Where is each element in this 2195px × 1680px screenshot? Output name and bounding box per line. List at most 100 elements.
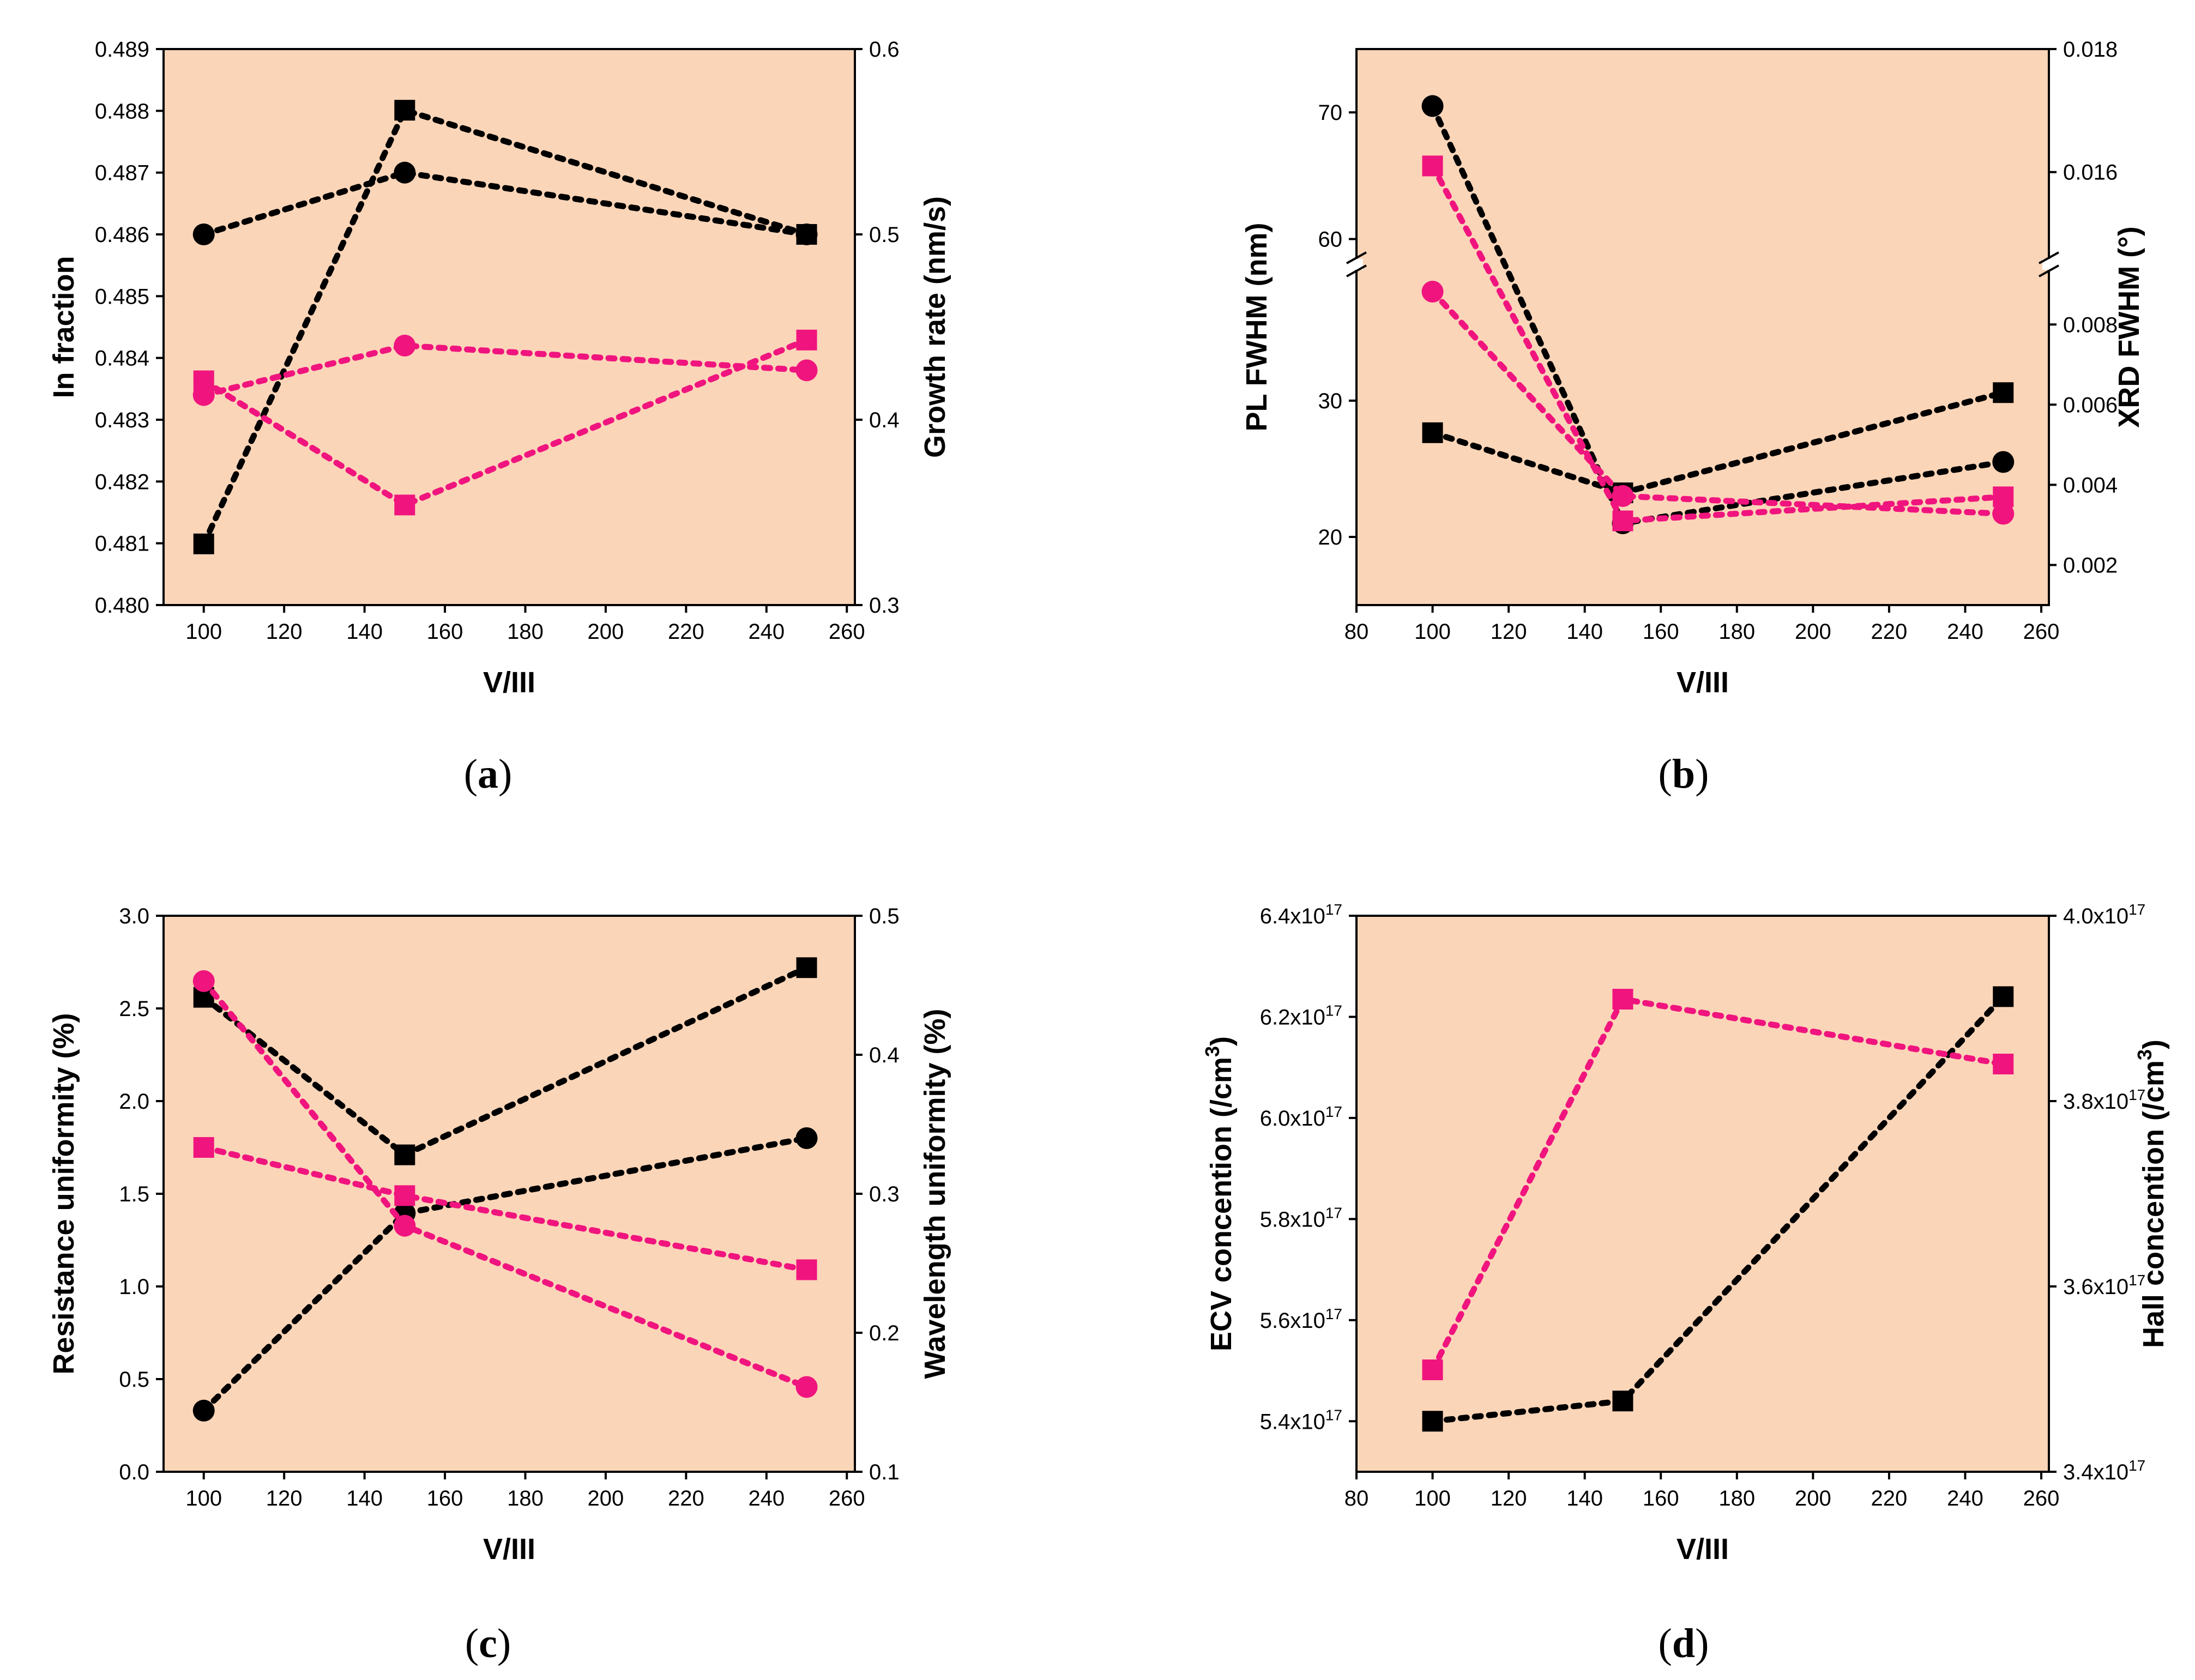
caption-letter-c: c (479, 1621, 497, 1666)
x-tick-label-d: 260 (2023, 1486, 2060, 1510)
axes-frame-a (162, 48, 856, 606)
x-tick-label-b: 140 (1566, 620, 1603, 644)
y-tick-label-right-c: 0.3 (869, 1182, 900, 1206)
y-tick-label-right-d: 4.0x1017 (2063, 901, 2145, 928)
y-axis-label-left-a: In fraction (47, 256, 80, 398)
y-tick-label-left-d: 6.0x1017 (1260, 1103, 1342, 1131)
x-tick-label-a: 120 (266, 620, 303, 644)
y-tick-label-left-b: 60 (1318, 228, 1343, 252)
series-line-a-1 (201, 106, 810, 547)
y-tick-label-right-a: 0.4 (869, 408, 900, 432)
data-point-square-d-1-2 (1993, 1054, 2014, 1074)
y-tick-label-left-a: 0.480 (95, 594, 149, 618)
x-tick-label-b: 180 (1718, 620, 1755, 644)
x-tick-label-a: 180 (507, 620, 544, 644)
data-point-square-c-2-2 (796, 1259, 817, 1280)
data-point-square-d-0-2 (1993, 986, 2014, 1007)
data-point-circle-b-0-2 (1992, 451, 2015, 473)
y-tick-label-right-c: 0.1 (869, 1460, 900, 1484)
data-point-square-b-3-1 (1612, 510, 1633, 531)
x-tick-label-d: 80 (1344, 1486, 1369, 1510)
y-axis-label-right-d: Hall concention (/cm3) (2133, 1040, 2170, 1348)
x-tick-label-c: 220 (668, 1486, 704, 1510)
y-tick-label-right-b: 0.018 (2063, 38, 2118, 62)
y-tick-label-left-d: 5.8x1017 (1260, 1204, 1342, 1231)
x-tick-label-d: 200 (1795, 1486, 1831, 1510)
y-tick-label-left-c: 3.0 (119, 904, 149, 928)
x-tick-label-b: 200 (1795, 620, 1831, 644)
x-tick-label-c: 160 (427, 1486, 463, 1510)
data-point-square-a-3-0 (193, 370, 214, 391)
y-tick-label-left-a: 0.489 (95, 38, 149, 62)
y-tick-label-right-d: 3.8x1017 (2063, 1086, 2145, 1114)
y-axis-label-left-d-sup: 3 (1201, 1046, 1223, 1057)
x-axis-label-d: V/III (1677, 1533, 1729, 1566)
x-tick-label-a: 260 (829, 620, 865, 644)
x-tick-label-b: 260 (2023, 620, 2060, 644)
axis-break-slash-1-1 (2039, 264, 2059, 277)
x-tick-label-c: 240 (748, 1486, 785, 1510)
x-tick-label-d: 180 (1718, 1486, 1755, 1510)
y-axis-label-left-d-text: ECV concention (/cm (1205, 1057, 1238, 1351)
y-tick-label-left-a: 0.483 (95, 408, 149, 432)
data-point-square-c-0-2 (796, 957, 817, 978)
caption-letter-d: d (1672, 1621, 1695, 1666)
y-tick-label-left-a: 0.481 (95, 532, 149, 556)
y-tick-label-left-c: 1.5 (119, 1182, 149, 1206)
caption-a: (a) (464, 751, 512, 797)
y-axis-label-right-d-end: ) (2137, 1040, 2170, 1049)
y-tick-label-left-a: 0.485 (95, 285, 149, 309)
x-tick-label-c: 260 (829, 1486, 865, 1510)
data-point-circle-b-2-1 (1612, 485, 1634, 507)
data-point-square-b-1-0 (1422, 422, 1443, 443)
x-tick-label-b: 220 (1871, 620, 1908, 644)
y-tick-label-right-a: 0.5 (869, 223, 900, 247)
data-point-square-b-3-2 (1993, 486, 2014, 507)
x-tick-label-c: 200 (588, 1486, 624, 1510)
x-tick-label-a: 220 (668, 620, 704, 644)
y-tick-label-right-c: 0.5 (869, 904, 900, 928)
axis-break-slash-0-1 (1346, 264, 1367, 277)
x-tick-label-b: 160 (1643, 620, 1679, 644)
axes-frame-d (1355, 915, 2050, 1473)
caption-letter-a: a (478, 751, 498, 797)
axis-break-gap-1 (2042, 259, 2055, 270)
x-tick-label-d: 160 (1643, 1486, 1679, 1510)
x-tick-label-a: 100 (185, 620, 222, 644)
data-point-square-d-1-1 (1612, 989, 1633, 1010)
y-axis-label-right-d-text: Hall concention (/cm (2137, 1060, 2170, 1348)
data-point-circle-b-2-0 (1421, 281, 1444, 303)
x-tick-label-c: 100 (185, 1486, 222, 1510)
y-tick-label-left-c: 1.0 (119, 1275, 149, 1299)
y-tick-label-left-b: 30 (1318, 389, 1343, 413)
series-line-a-3 (201, 337, 810, 509)
y-tick-label-left-c: 2.5 (119, 997, 149, 1021)
axis-break-slash-1-0 (2039, 251, 2059, 264)
y-tick-label-right-b: 0.006 (2063, 393, 2118, 417)
caption-letter-b: b (1672, 751, 1695, 797)
data-point-circle-c-1-2 (795, 1127, 818, 1149)
x-tick-label-b: 240 (1947, 620, 1983, 644)
x-tick-label-a: 160 (427, 620, 463, 644)
y-tick-label-left-d: 5.6x1017 (1260, 1306, 1342, 1333)
x-tick-label-d: 120 (1491, 1486, 1527, 1510)
data-point-circle-a-0-1 (394, 161, 416, 184)
y-axis-label-right-b: XRD FWHM (°) (2113, 226, 2145, 428)
data-point-square-c-2-0 (193, 1137, 214, 1158)
data-point-circle-c-1-0 (192, 1399, 215, 1422)
y-tick-label-right-b: 0.008 (2063, 313, 2118, 337)
panel-c: 100 120 140 160 180 200 220 240 260 0.0 0.5 1.0 1.5 2… (47, 904, 951, 1666)
y-axis-label-left-c: Resistance uniformity (%) (47, 1013, 80, 1374)
data-point-circle-c-3-1 (394, 1214, 416, 1237)
data-point-circle-b-0-0 (1421, 95, 1444, 117)
x-axis-label-b: V/III (1677, 666, 1729, 699)
y-tick-label-left-d: 5.4x1017 (1260, 1406, 1342, 1434)
plot-area-a (164, 49, 855, 605)
x-tick-label-d: 240 (1947, 1486, 1983, 1510)
axis-break-slash-0-0 (1346, 251, 1367, 264)
data-point-square-a-3-1 (394, 494, 415, 516)
x-tick-label-a: 140 (346, 620, 383, 644)
data-point-square-a-1-0 (193, 533, 214, 554)
y-axis-label-left-d: ECV concention (/cm3) (1201, 1036, 1238, 1351)
y-tick-label-left-b: 20 (1318, 525, 1343, 549)
